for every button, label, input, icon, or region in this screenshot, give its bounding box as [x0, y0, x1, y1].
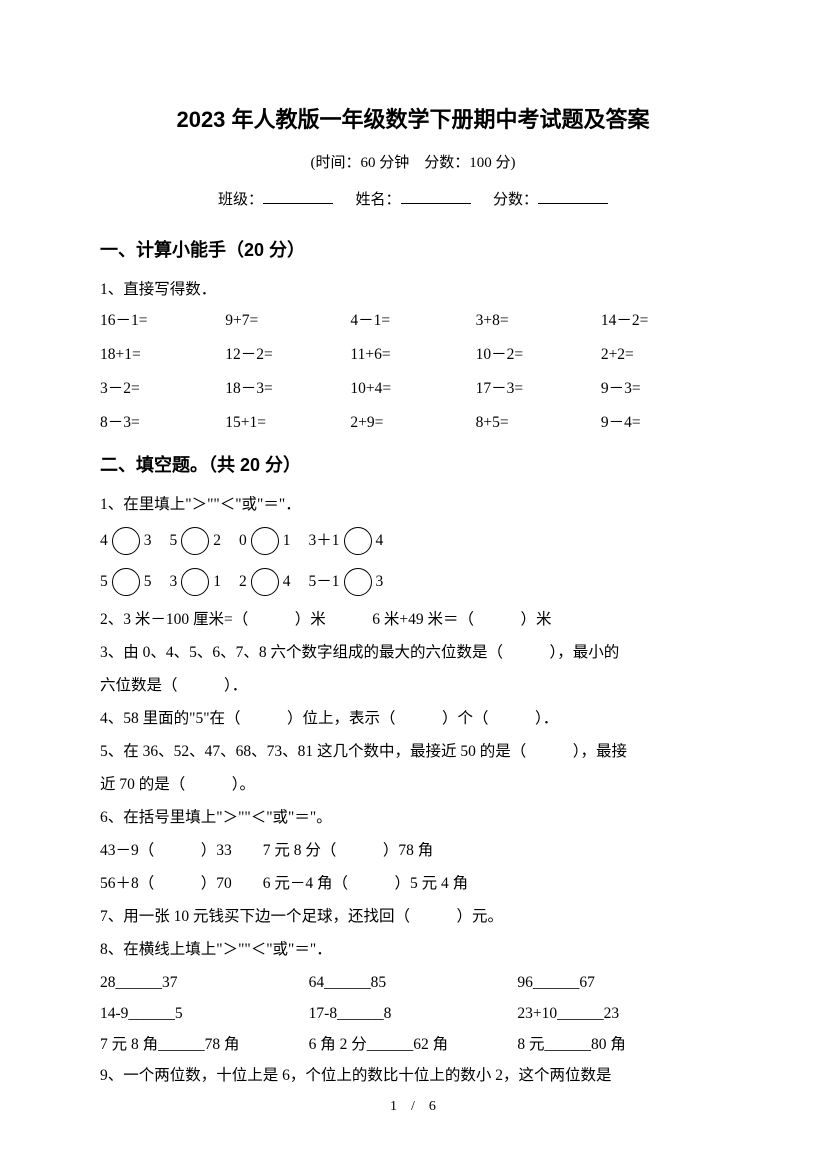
calc-cell: 9+7= — [225, 307, 350, 335]
s2-q6: 6、在括号里填上"＞""＜"或"＝"。 — [100, 802, 726, 833]
compare-row-1: 43 52 01 3＋14 — [100, 522, 726, 559]
compare-group: 24 — [239, 563, 291, 600]
circle-blank — [181, 568, 209, 596]
q8-cell: 6 角 2 分______62 角 — [309, 1029, 518, 1060]
calc-cell: 9－4= — [601, 409, 726, 437]
compare-left: 0 — [239, 522, 247, 559]
circle-blank — [251, 527, 279, 555]
compare-left: 5－1 — [309, 563, 340, 600]
compare-left: 5 — [170, 522, 178, 559]
class-blank — [263, 188, 333, 204]
compare-right: 3 — [144, 522, 152, 559]
s2-q3a: 3、由 0、4、5、6、7、8 六个数字组成的最大的六位数是（ ），最小的 — [100, 637, 726, 668]
calc-cell: 14－2= — [601, 307, 726, 335]
name-label: 姓名： — [355, 192, 400, 208]
compare-left: 3 — [170, 563, 178, 600]
s2-q7: 7、用一张 10 元钱买下边一个足球，还找回（ ）元。 — [100, 901, 726, 932]
q8-row: 28______37 64______85 96______67 — [100, 967, 726, 998]
calc-cell: 4－1= — [350, 307, 475, 335]
calc-cell: 2+2= — [601, 341, 726, 369]
calc-row: 3－2= 18－3= 10+4= 17－3= 9－3= — [100, 375, 726, 403]
calc-cell: 16－1= — [100, 307, 225, 335]
calc-row: 16－1= 9+7= 4－1= 3+8= 14－2= — [100, 307, 726, 335]
circle-blank — [181, 527, 209, 555]
compare-group: 01 — [239, 522, 291, 559]
q8-cell: 28______37 — [100, 967, 309, 998]
circle-blank — [344, 568, 372, 596]
calc-cell: 17－3= — [476, 375, 601, 403]
page-number: 1 / 6 — [0, 1094, 826, 1119]
calc-cell: 12－2= — [225, 341, 350, 369]
section2-heading: 二、填空题。（共 20 分） — [100, 449, 726, 481]
s2-q6-line1: 43－9（ ）33 7 元 8 分（ ）78 角 — [100, 835, 726, 866]
class-label: 班级： — [218, 192, 263, 208]
calc-cell: 9－3= — [601, 375, 726, 403]
compare-group: 3＋1 4 — [309, 522, 384, 559]
q8-row: 7 元 8 角______78 角 6 角 2 分______62 角 8 元_… — [100, 1029, 726, 1060]
s2-q9: 9、一个两位数，十位上是 6，个位上的数比十位上的数小 2，这个两位数是 — [100, 1060, 726, 1091]
s2-q5b: 近 70 的是（ ）。 — [100, 769, 726, 800]
q8-cell: 96______67 — [517, 967, 726, 998]
calc-cell: 15+1= — [225, 409, 350, 437]
q8-cell: 8 元______80 角 — [517, 1029, 726, 1060]
section1-heading: 一、计算小能手（20 分） — [100, 234, 726, 266]
compare-group: 31 — [170, 563, 222, 600]
score-blank — [538, 188, 608, 204]
q8-cell: 14-9______5 — [100, 998, 309, 1029]
calc-cell: 10－2= — [476, 341, 601, 369]
compare-group: 55 — [100, 563, 152, 600]
name-blank — [401, 188, 471, 204]
calc-cell: 3－2= — [100, 375, 225, 403]
calc-cell: 3+8= — [476, 307, 601, 335]
compare-right: 5 — [144, 563, 152, 600]
q8-cell: 7 元 8 角______78 角 — [100, 1029, 309, 1060]
q8-cell: 17-8______8 — [309, 998, 518, 1029]
s2-q4: 4、58 里面的"5"在（ ）位上，表示（ ）个（ ）． — [100, 703, 726, 734]
s2-q8: 8、在横线上填上"＞""＜"或"＝"． — [100, 934, 726, 965]
calc-row: 18+1= 12－2= 11+6= 10－2= 2+2= — [100, 341, 726, 369]
q8-cell: 23+10______23 — [517, 998, 726, 1029]
calc-cell: 18－3= — [225, 375, 350, 403]
compare-group: 43 — [100, 522, 152, 559]
calc-cell: 8+5= — [476, 409, 601, 437]
score-label: 分数： — [493, 192, 538, 208]
compare-group: 52 — [170, 522, 222, 559]
calc-cell: 2+9= — [350, 409, 475, 437]
exam-subtitle: (时间：60 分钟 分数：100 分) — [100, 150, 726, 177]
compare-right: 1 — [283, 522, 291, 559]
calc-cell: 10+4= — [350, 375, 475, 403]
circle-blank — [344, 527, 372, 555]
compare-left: 2 — [239, 563, 247, 600]
compare-group: 5－1 3 — [309, 563, 384, 600]
circle-blank — [112, 568, 140, 596]
calc-cell: 11+6= — [350, 341, 475, 369]
calc-row: 8－3= 15+1= 2+9= 8+5= 9－4= — [100, 409, 726, 437]
calc-cell: 8－3= — [100, 409, 225, 437]
q1-label: 1、直接写得数． — [100, 274, 726, 305]
q8-row: 14-9______5 17-8______8 23+10______23 — [100, 998, 726, 1029]
circle-blank — [112, 527, 140, 555]
q8-cell: 64______85 — [309, 967, 518, 998]
exam-title: 2023 年人教版一年级数学下册期中考试题及答案 — [100, 100, 726, 140]
s2-q3b: 六位数是（ ）． — [100, 670, 726, 701]
compare-row-2: 55 31 24 5－13 — [100, 563, 726, 600]
circle-blank — [251, 568, 279, 596]
compare-left: 5 — [100, 563, 108, 600]
calc-cell: 18+1= — [100, 341, 225, 369]
compare-right: 4 — [283, 563, 291, 600]
compare-right: 2 — [213, 522, 221, 559]
compare-right: 3 — [376, 563, 384, 600]
s2-q2: 2、3 米－100 厘米=（ ）米 6 米+49 米＝（ ）米 — [100, 604, 726, 635]
s2-q5a: 5、在 36、52、47、68、73、81 这几个数中，最接近 50 的是（ ）… — [100, 736, 726, 767]
student-info-line: 班级： 姓名： 分数： — [100, 187, 726, 214]
s2-q6-line2: 56＋8（ ）70 6 元－4 角（ ）5 元 4 角 — [100, 868, 726, 899]
compare-left: 4 — [100, 522, 108, 559]
s2-q1: 1、在里填上"＞""＜"或"＝"． — [100, 489, 726, 520]
compare-right: 1 — [213, 563, 221, 600]
compare-right: 4 — [376, 522, 384, 559]
compare-left: 3＋1 — [309, 522, 340, 559]
